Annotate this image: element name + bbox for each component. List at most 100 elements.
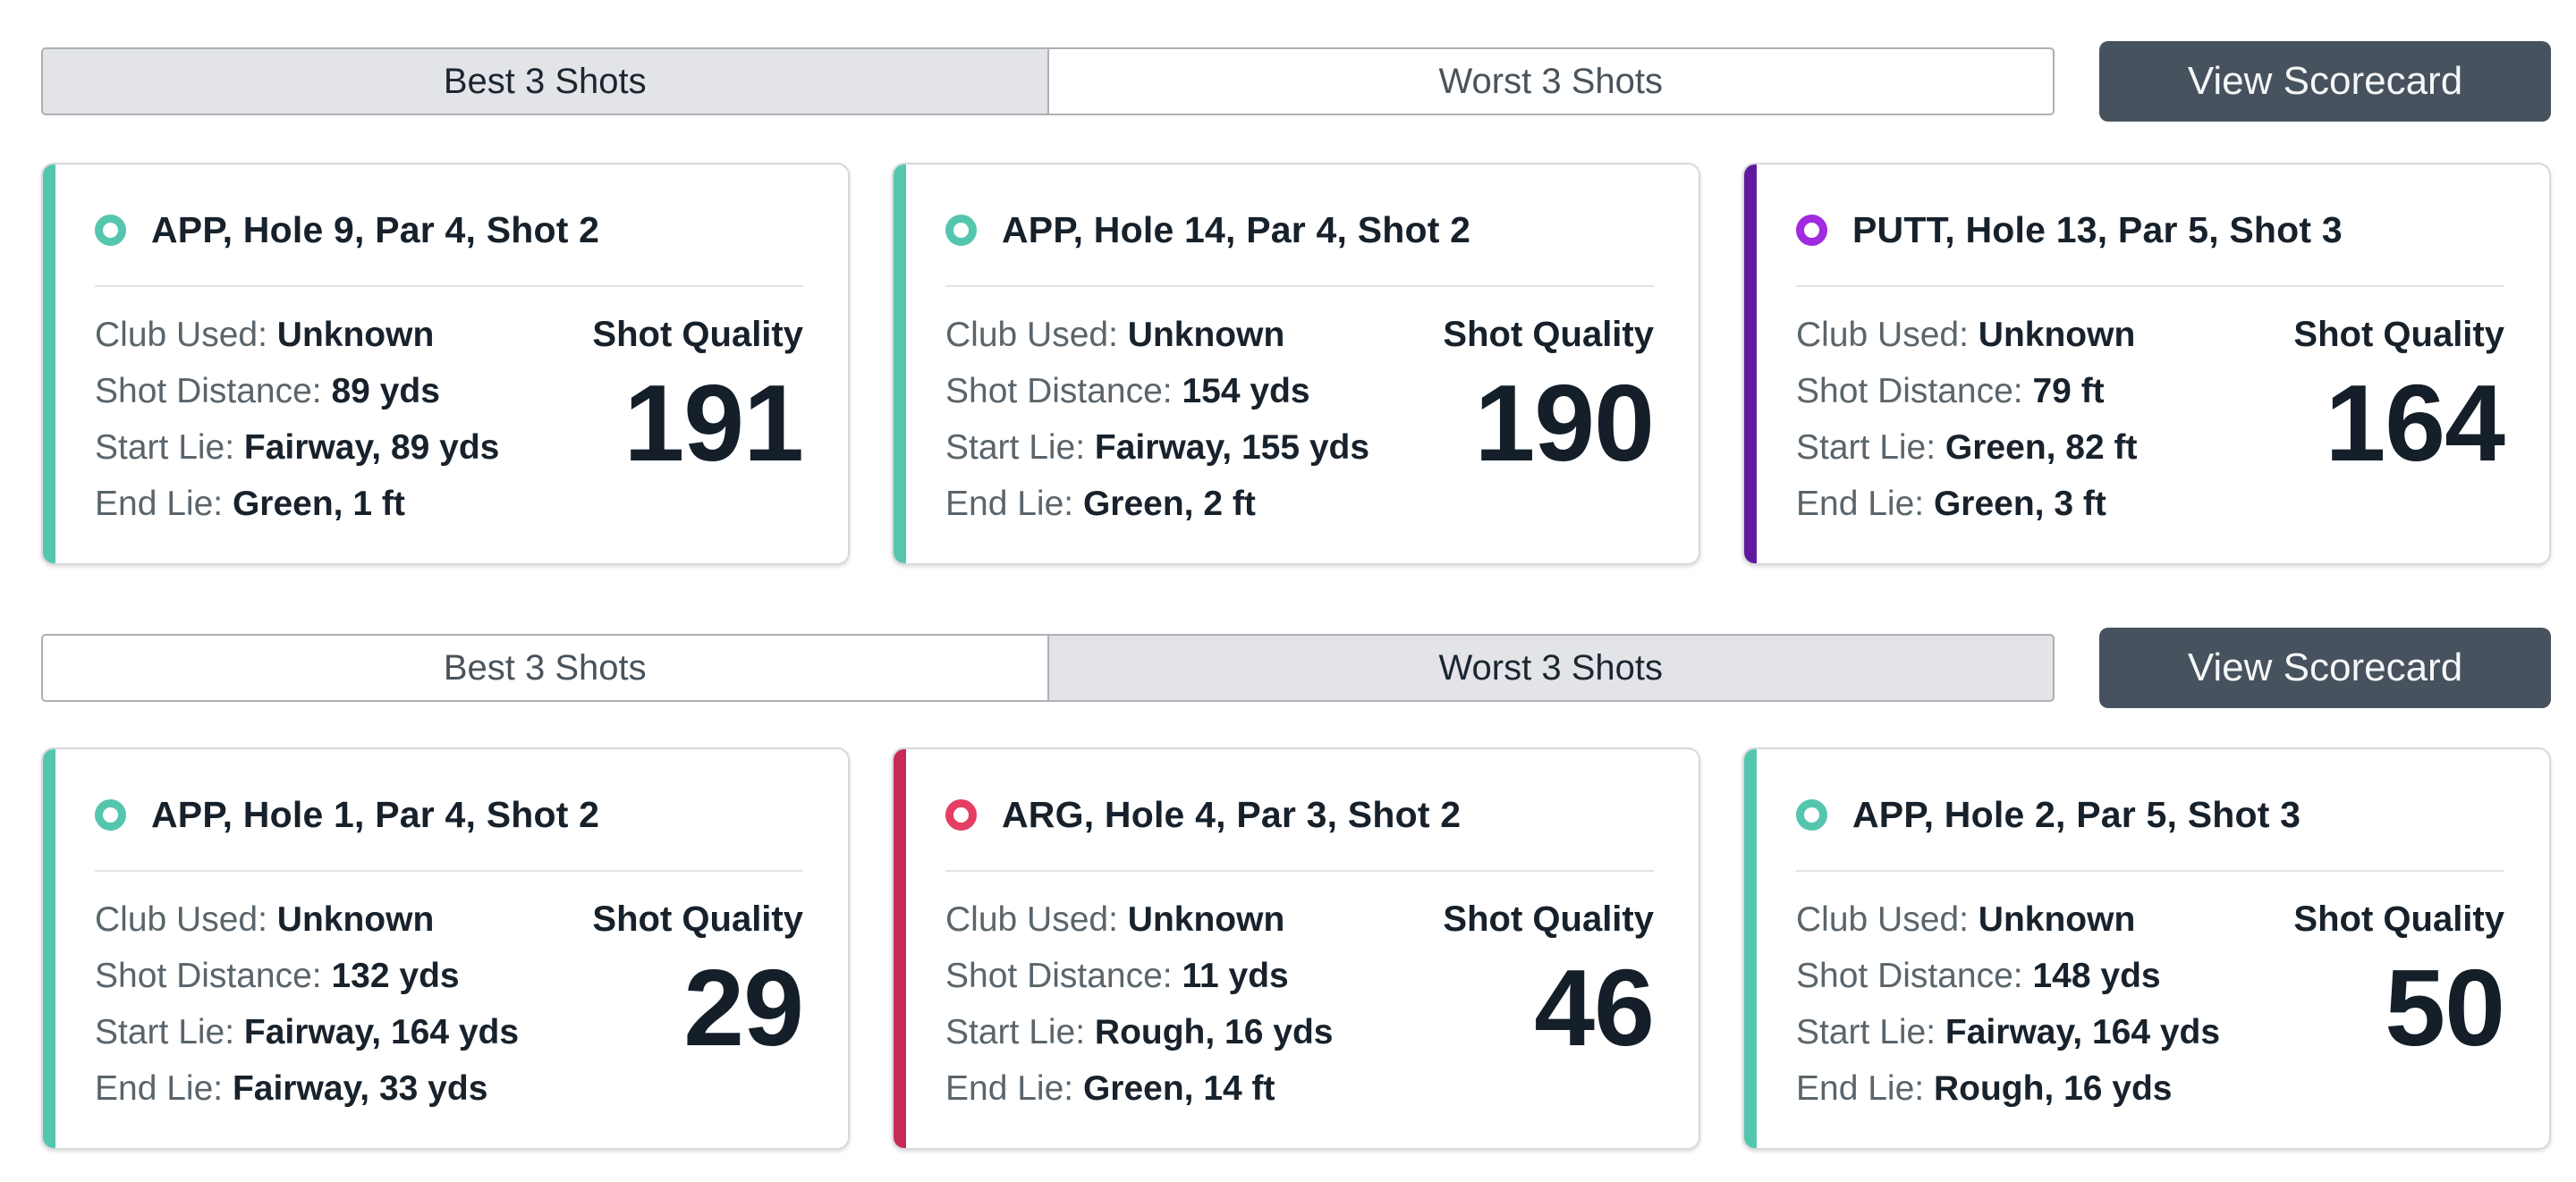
stat-label: Shot Distance: <box>945 372 1173 410</box>
best-shots-toolbar: Best 3 Shots Worst 3 Shots View Scorecar… <box>41 41 2551 122</box>
stat-value: Green, 82 ft <box>1945 428 2138 467</box>
stat-label: End Lie: <box>945 1069 1074 1108</box>
stat-label: Start Lie: <box>95 428 235 467</box>
stat-value: Rough, 16 yds <box>1094 1013 1334 1051</box>
card-body: Club Used: Unknown Shot Distance: 89 yds… <box>95 307 804 532</box>
stat-label: Shot Distance: <box>1796 957 2023 995</box>
worst-shots-cards: APP, Hole 1, Par 4, Shot 2 Club Used: Un… <box>41 747 2551 1150</box>
stat-label: Club Used: <box>945 900 1118 939</box>
stat-value: Unknown <box>276 316 435 354</box>
stat-label: Club Used: <box>1796 900 1969 939</box>
stat-shot-distance: Shot Distance: 79 ft <box>1796 363 2293 419</box>
shot-type-ring-icon <box>95 215 126 246</box>
stat-label: End Lie: <box>1796 485 1925 523</box>
stat-club-used: Club Used: Unknown <box>95 891 592 948</box>
stat-club-used: Club Used: Unknown <box>945 307 1443 363</box>
stat-label: Club Used: <box>95 900 267 939</box>
shot-type-ring-icon <box>1796 215 1827 246</box>
shot-quality-label: Shot Quality <box>1443 899 1654 939</box>
stat-value: Fairway, 155 yds <box>1094 428 1370 467</box>
shot-card: APP, Hole 9, Par 4, Shot 2 Club Used: Un… <box>41 163 850 565</box>
stat-end-lie: End Lie: Green, 14 ft <box>945 1060 1443 1117</box>
stat-end-lie: End Lie: Rough, 16 yds <box>1796 1060 2293 1117</box>
stat-shot-distance: Shot Distance: 11 yds <box>945 948 1443 1004</box>
stat-end-lie: End Lie: Green, 1 ft <box>95 476 592 532</box>
shot-quality-value: 190 <box>1474 362 1655 484</box>
stat-value: Unknown <box>1978 316 2136 354</box>
stat-value: Green, 1 ft <box>232 485 405 523</box>
view-scorecard-button[interactable]: View Scorecard <box>2099 628 2551 708</box>
shot-type-ring-icon <box>95 799 126 831</box>
shot-quality-value: 46 <box>1534 947 1655 1068</box>
shot-stats: Club Used: Unknown Shot Distance: 79 ft … <box>1796 307 2293 532</box>
shot-card-title: APP, Hole 2, Par 5, Shot 3 <box>1852 794 2301 835</box>
toggle-worst-button[interactable]: Worst 3 Shots <box>1047 634 2055 702</box>
stat-end-lie: End Lie: Green, 2 ft <box>945 476 1443 532</box>
shots-toggle: Best 3 Shots Worst 3 Shots <box>41 47 2055 115</box>
shot-quality-value: 191 <box>623 362 804 484</box>
stat-value: 89 yds <box>331 372 440 410</box>
shot-card: APP, Hole 1, Par 4, Shot 2 Club Used: Un… <box>41 747 850 1150</box>
view-scorecard-button[interactable]: View Scorecard <box>2099 41 2551 122</box>
stat-value: 154 yds <box>1182 372 1310 410</box>
card-title-row: APP, Hole 14, Par 4, Shot 2 <box>945 209 1654 251</box>
stat-shot-distance: Shot Distance: 148 yds <box>1796 948 2293 1004</box>
shot-type-ring-icon <box>945 215 977 246</box>
card-title-row: ARG, Hole 4, Par 3, Shot 2 <box>945 794 1654 836</box>
stat-value: Green, 14 ft <box>1082 1069 1275 1108</box>
stat-label: Start Lie: <box>95 1013 235 1051</box>
stat-label: Shot Distance: <box>945 957 1173 995</box>
stat-label: Start Lie: <box>1796 1013 1936 1051</box>
stat-label: Start Lie: <box>1796 428 1936 467</box>
card-accent-bar <box>43 165 55 563</box>
stat-shot-distance: Shot Distance: 89 yds <box>95 363 592 419</box>
card-title-row: APP, Hole 1, Par 4, Shot 2 <box>95 794 803 836</box>
stat-start-lie: Start Lie: Fairway, 155 yds <box>945 419 1443 476</box>
worst-shots-toolbar: Best 3 Shots Worst 3 Shots View Scorecar… <box>41 628 2551 708</box>
toggle-worst-button[interactable]: Worst 3 Shots <box>1047 47 2055 115</box>
shot-quality-label: Shot Quality <box>592 315 803 354</box>
card-accent-bar <box>894 749 906 1148</box>
stat-label: End Lie: <box>95 1069 224 1108</box>
stat-shot-distance: Shot Distance: 154 yds <box>945 363 1443 419</box>
stat-club-used: Club Used: Unknown <box>945 891 1443 948</box>
worst-shots-section: Best 3 Shots Worst 3 Shots View Scorecar… <box>41 628 2551 1150</box>
stat-start-lie: Start Lie: Fairway, 89 yds <box>95 419 592 476</box>
stat-value: Green, 3 ft <box>1933 485 2106 523</box>
toggle-best-button[interactable]: Best 3 Shots <box>41 47 1048 115</box>
shot-card-title: ARG, Hole 4, Par 3, Shot 2 <box>1002 794 1462 835</box>
shot-quality: Shot Quality 50 <box>2293 891 2505 1117</box>
stat-value: Unknown <box>1127 316 1285 354</box>
shot-quality: Shot Quality 164 <box>2293 307 2505 532</box>
toggle-best-button[interactable]: Best 3 Shots <box>41 634 1048 702</box>
card-accent-bar <box>894 165 906 563</box>
stat-label: End Lie: <box>945 485 1074 523</box>
stat-club-used: Club Used: Unknown <box>1796 891 2293 948</box>
shot-quality: Shot Quality 46 <box>1443 891 1655 1117</box>
stat-value: Fairway, 164 yds <box>1945 1013 2221 1051</box>
shot-quality-label: Shot Quality <box>592 899 803 939</box>
shot-quality-value: 50 <box>2385 947 2505 1068</box>
shot-quality-label: Shot Quality <box>2293 315 2504 354</box>
shots-toggle: Best 3 Shots Worst 3 Shots <box>41 634 2055 702</box>
stat-label: End Lie: <box>95 485 224 523</box>
shot-card-title: APP, Hole 9, Par 4, Shot 2 <box>151 209 600 250</box>
stat-start-lie: Start Lie: Fairway, 164 yds <box>1796 1004 2293 1060</box>
stat-value: Unknown <box>1978 900 2136 939</box>
card-body: Club Used: Unknown Shot Distance: 79 ft … <box>1796 307 2505 532</box>
stat-label: Club Used: <box>1796 316 1969 354</box>
shot-card: APP, Hole 2, Par 5, Shot 3 Club Used: Un… <box>1742 747 2551 1150</box>
shot-card-title: APP, Hole 1, Par 4, Shot 2 <box>151 794 600 835</box>
shot-stats: Club Used: Unknown Shot Distance: 132 yd… <box>95 891 592 1117</box>
stat-value: Fairway, 164 yds <box>243 1013 520 1051</box>
card-body: Club Used: Unknown Shot Distance: 11 yds… <box>945 891 1655 1117</box>
card-accent-bar <box>43 749 55 1148</box>
card-body: Club Used: Unknown Shot Distance: 148 yd… <box>1796 891 2505 1117</box>
shot-card: PUTT, Hole 13, Par 5, Shot 3 Club Used: … <box>1742 163 2551 565</box>
stat-value: Rough, 16 yds <box>1933 1069 2173 1108</box>
stat-label: Shot Distance: <box>95 957 322 995</box>
shot-quality: Shot Quality 190 <box>1443 307 1655 532</box>
stat-value: Fairway, 33 yds <box>232 1069 488 1108</box>
stat-start-lie: Start Lie: Green, 82 ft <box>1796 419 2293 476</box>
shot-card-title: APP, Hole 14, Par 4, Shot 2 <box>1002 209 1471 250</box>
